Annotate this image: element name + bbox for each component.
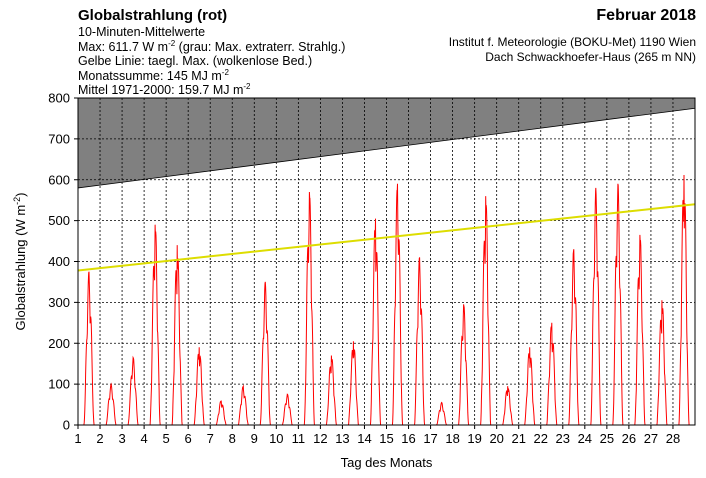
radiation-day-curve — [325, 355, 337, 426]
x-tick-label: 28 — [666, 431, 680, 446]
radiation-day-curve — [259, 281, 271, 426]
subtitle-max: Max: 611.7 W m-2 (grau: Max. extraterr. … — [78, 39, 346, 54]
x-tick-label: 15 — [379, 431, 393, 446]
x-tick-label: 8 — [229, 431, 236, 446]
x-tick-label: 27 — [644, 431, 658, 446]
radiation-day-curve — [436, 401, 448, 426]
x-tick-label: 10 — [269, 431, 283, 446]
radiation-day-curve — [215, 400, 227, 426]
y-tick-label: 200 — [48, 336, 70, 351]
radiation-day-curve — [678, 174, 690, 426]
y-axis-label: Globalstrahlung (W m-2) — [12, 192, 28, 330]
clear-sky-max-line — [77, 203, 696, 272]
radiation-day-curve — [105, 382, 117, 426]
x-tick-label: 5 — [163, 431, 170, 446]
y-tick-label: 500 — [48, 213, 70, 228]
x-tick-label: 12 — [313, 431, 327, 446]
month-label: Februar 2018 — [596, 7, 696, 24]
radiation-day-curve — [391, 183, 404, 426]
x-axis-label: Tag des Monats — [341, 455, 433, 470]
mean-exponent: -2 — [243, 82, 251, 91]
x-tick-label: 21 — [511, 431, 525, 446]
radiation-day-curve — [524, 347, 536, 426]
grid-lines — [78, 98, 695, 425]
radiation-day-curve — [303, 191, 315, 426]
x-tick-label: 3 — [118, 431, 125, 446]
x-tick-label: 13 — [335, 431, 349, 446]
x-tick-label: 20 — [489, 431, 503, 446]
max-exponent: -2 — [168, 39, 176, 48]
x-tick-label: 9 — [251, 431, 258, 446]
y-tick-label: 800 — [48, 91, 70, 106]
x-tick-label: 22 — [534, 431, 548, 446]
x-tick-label: 11 — [292, 431, 306, 446]
radiation-day-curve — [414, 257, 426, 426]
x-tick-label: 16 — [401, 431, 415, 446]
x-tick-label: 25 — [600, 431, 614, 446]
radiation-day-curve — [347, 341, 359, 426]
x-tick-label: 23 — [556, 431, 570, 446]
x-tick-label: 2 — [96, 431, 103, 446]
radiation-day-curve — [546, 322, 558, 426]
mean-text: Mittel 1971-2000: 159.7 MJ m — [78, 83, 244, 97]
y-tick-label: 0 — [63, 418, 70, 433]
radiation-day-curve — [480, 196, 492, 426]
x-tick-label: 1 — [74, 431, 81, 446]
subtitle-mean: Mittel 1971-2000: 159.7 MJ m-2 — [78, 82, 251, 97]
y-tick-label: 600 — [48, 172, 70, 187]
x-tick-label: 26 — [622, 431, 636, 446]
subtitle-yellow-line: Gelbe Linie: taegl. Max. (wolkenlose Bed… — [78, 54, 313, 68]
y-tick-label: 700 — [48, 131, 70, 146]
y-axis-label-exponent: -2 — [12, 197, 22, 205]
x-tick-label: 6 — [185, 431, 192, 446]
radiation-day-curve — [369, 218, 382, 426]
radiation-day-curve — [612, 183, 624, 426]
max-note: (grau: Max. extraterr. Strahlg.) — [175, 40, 346, 54]
y-axis-label-close: ) — [13, 192, 28, 196]
x-tick-label: 24 — [578, 431, 592, 446]
radiation-day-curve — [237, 384, 249, 426]
radiation-day-curve — [127, 355, 139, 426]
radiation-day-curve — [281, 393, 293, 426]
y-tick-label: 100 — [48, 377, 70, 392]
y-tick-label: 300 — [48, 295, 70, 310]
location-label: Dach Schwackhoefer-Haus (265 m NN) — [485, 50, 696, 64]
y-axis-label-text: Globalstrahlung (W m — [13, 205, 28, 331]
radiation-day-curve — [171, 245, 183, 426]
global-radiation-series — [83, 174, 690, 426]
chart-title: Globalstrahlung (rot) — [78, 7, 228, 24]
x-tick-label: 17 — [423, 431, 437, 446]
x-tick-label: 18 — [445, 431, 459, 446]
max-text: Max: 611.7 W m — [78, 40, 169, 54]
subtitle-monthly-sum: Monatssumme: 145 MJ m-2 — [78, 68, 229, 83]
x-tick-label: 19 — [467, 431, 481, 446]
radiation-day-curve — [656, 300, 668, 426]
y-tick-label: 400 — [48, 254, 70, 269]
radiation-day-curve — [502, 386, 514, 426]
radiation-day-curve — [83, 271, 95, 426]
radiation-day-curve — [193, 347, 205, 426]
x-tick-label: 14 — [357, 431, 371, 446]
sum-text: Monatssumme: 145 MJ m — [78, 69, 222, 83]
radiation-day-curve — [590, 187, 602, 426]
radiation-day-curve — [149, 224, 161, 426]
institute-label: Institut f. Meteorologie (BOKU-Met) 1190… — [448, 35, 696, 49]
subtitle-averaging: 10-Minuten-Mittelwerte — [78, 25, 206, 39]
x-tick-label: 4 — [140, 431, 147, 446]
radiation-day-curve — [568, 249, 580, 426]
x-tick-label: 7 — [207, 431, 214, 446]
sum-exponent: -2 — [221, 68, 229, 77]
radiation-day-curve — [458, 304, 470, 426]
radiation-day-curve — [634, 234, 646, 426]
